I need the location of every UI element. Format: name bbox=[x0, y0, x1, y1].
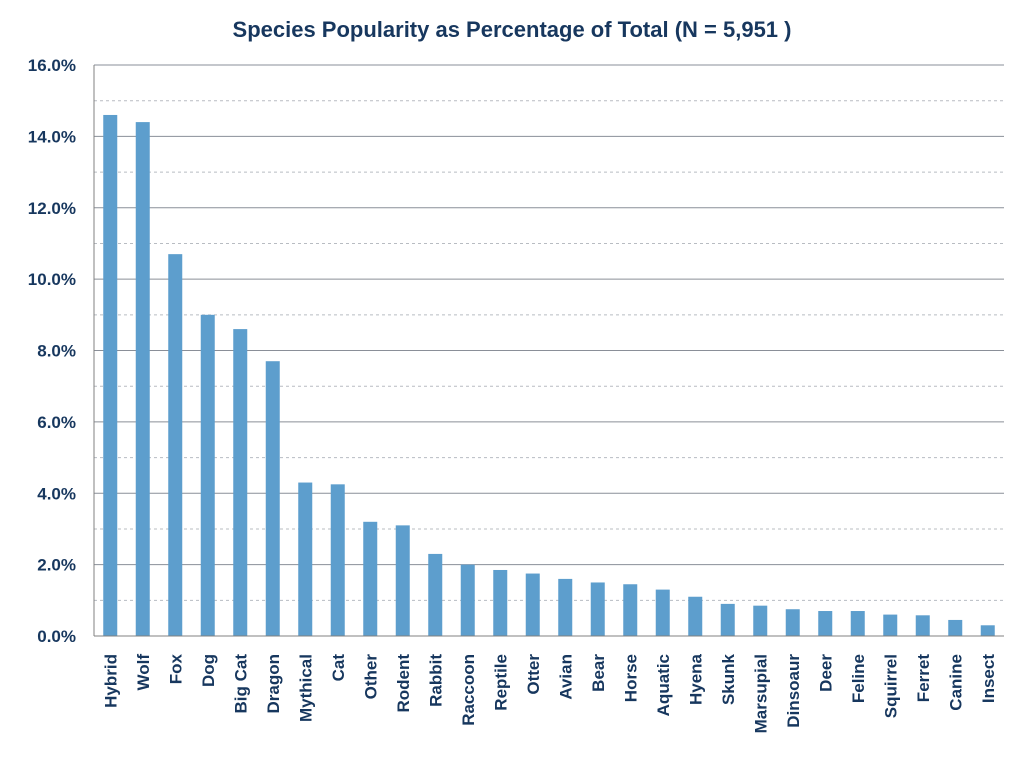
x-tick-label: Rodent bbox=[394, 654, 413, 713]
gridlines bbox=[94, 64, 1004, 601]
bar-rodent bbox=[395, 525, 410, 636]
y-tick-label: 12.0% bbox=[28, 199, 76, 218]
x-tick-label: Cat bbox=[329, 654, 348, 682]
x-tick-label: Avian bbox=[556, 654, 575, 700]
bar-skunk bbox=[720, 603, 735, 636]
bar-raccoon bbox=[460, 564, 475, 636]
bar-mythical bbox=[298, 482, 313, 636]
x-tick-label: Big Cat bbox=[231, 654, 250, 714]
bar-otter bbox=[525, 573, 540, 636]
bar-dog bbox=[200, 314, 215, 636]
x-tick-label: Dinsoaur bbox=[784, 654, 803, 728]
x-tick-label: Wolf bbox=[134, 654, 153, 691]
y-tick-label: 16.0% bbox=[28, 56, 76, 75]
y-tick-label: 10.0% bbox=[28, 270, 76, 289]
chart-title: Species Popularity as Percentage of Tota… bbox=[233, 17, 792, 42]
bar-hyena bbox=[688, 596, 703, 636]
bar-horse bbox=[623, 584, 638, 636]
x-tick-label: Skunk bbox=[719, 653, 738, 705]
bar-insect bbox=[980, 625, 995, 636]
bar-squirrel bbox=[883, 614, 898, 636]
x-tick-label: Insect bbox=[979, 654, 998, 703]
bar-other bbox=[363, 521, 378, 636]
bar-reptile bbox=[493, 569, 508, 636]
bar-bear bbox=[590, 582, 605, 636]
x-axis-ticks: Hybrid Wolf Fox Dog Big Cat Dragon Mythical Cat… bbox=[101, 653, 998, 733]
x-tick-label: Raccoon bbox=[459, 654, 478, 726]
x-tick-label: Canine bbox=[946, 654, 965, 711]
x-tick-label: Marsupial bbox=[751, 654, 770, 733]
x-tick-label: Hyena bbox=[686, 653, 705, 705]
x-tick-label: Mythical bbox=[296, 654, 315, 722]
x-tick-label: Ferret bbox=[914, 654, 933, 703]
y-tick-label: 4.0% bbox=[37, 484, 76, 503]
x-tick-label: Deer bbox=[816, 654, 835, 692]
x-tick-label: Dragon bbox=[264, 654, 283, 714]
x-tick-label: Fox bbox=[166, 653, 185, 684]
bar-rabbit bbox=[428, 553, 443, 636]
x-tick-label: Otter bbox=[524, 654, 543, 695]
x-tick-label: Hybrid bbox=[101, 654, 120, 708]
y-axis-ticks: 0.0% 2.0% 4.0% 6.0% 8.0% 10.0% 12.0% 14.0% 16.0% bbox=[28, 56, 76, 646]
x-tick-label: Other bbox=[361, 654, 380, 700]
bar-feline bbox=[850, 611, 865, 636]
bar-fox bbox=[168, 254, 183, 637]
bar-big-cat bbox=[233, 329, 248, 636]
y-tick-label: 14.0% bbox=[28, 127, 76, 146]
y-tick-label: 6.0% bbox=[37, 413, 76, 432]
bar-marsupial bbox=[753, 605, 768, 636]
bar-deer bbox=[818, 611, 833, 636]
x-tick-label: Feline bbox=[849, 654, 868, 703]
x-tick-label: Bear bbox=[589, 654, 608, 692]
bar-aquatic bbox=[655, 589, 670, 636]
bar-canine bbox=[948, 619, 963, 636]
y-tick-label: 8.0% bbox=[37, 342, 76, 361]
x-tick-label: Horse bbox=[621, 654, 640, 702]
bar-wolf bbox=[135, 122, 150, 637]
bar-dragon bbox=[265, 361, 280, 636]
x-tick-label: Reptile bbox=[491, 654, 510, 711]
y-tick-label: 2.0% bbox=[37, 556, 76, 575]
bar-dinsoaur bbox=[785, 609, 800, 636]
x-tick-label: Rabbit bbox=[426, 654, 445, 707]
x-tick-label: Squirrel bbox=[881, 654, 900, 718]
bar-avian bbox=[558, 578, 573, 636]
y-tick-label: 0.0% bbox=[37, 627, 76, 646]
bar-hybrid bbox=[103, 114, 118, 636]
x-tick-label: Dog bbox=[199, 654, 218, 687]
x-tick-label: Aquatic bbox=[654, 654, 673, 716]
bars bbox=[103, 114, 995, 637]
bar-cat bbox=[330, 484, 345, 636]
bar-ferret bbox=[915, 615, 930, 636]
